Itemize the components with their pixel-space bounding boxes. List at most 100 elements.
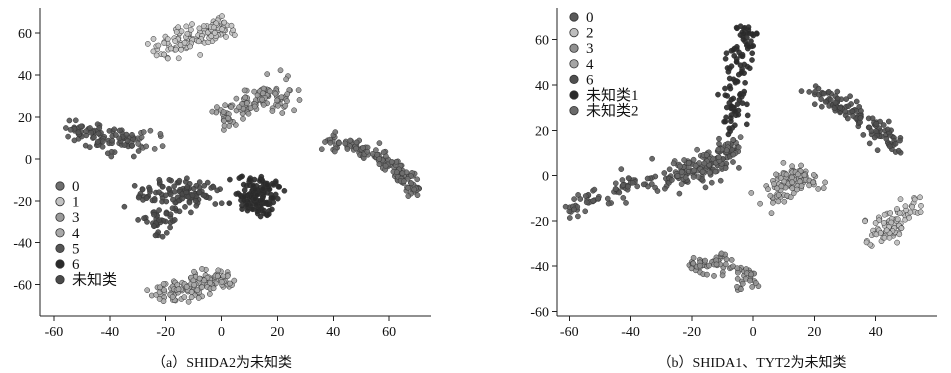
data-point [129, 142, 136, 149]
data-point [282, 102, 289, 109]
legend-label: 0 [72, 179, 80, 195]
legend-label: 3 [72, 210, 80, 226]
data-point [662, 185, 668, 192]
data-point [163, 198, 170, 205]
data-point [737, 91, 743, 98]
data-point [739, 29, 746, 36]
data-point [181, 294, 188, 300]
data-point [704, 271, 710, 278]
x-tick-label: 40 [869, 325, 883, 340]
data-point [264, 71, 271, 77]
data-point [897, 137, 903, 144]
legend-label: 未知类1 [586, 87, 639, 104]
scatter-points-a [63, 13, 423, 305]
data-point [196, 189, 203, 196]
legend-label: 1 [72, 195, 80, 211]
legend-item: 5 [55, 241, 80, 257]
data-point [221, 122, 228, 129]
data-point [411, 186, 418, 193]
data-point [749, 50, 756, 57]
data-point [172, 46, 179, 53]
data-point [274, 195, 281, 202]
data-point [241, 194, 247, 200]
data-point [853, 98, 860, 105]
data-point [872, 220, 879, 226]
legend-label: 6 [72, 257, 80, 273]
data-point [711, 273, 717, 279]
data-point [277, 67, 284, 74]
data-point [249, 206, 256, 213]
data-point [233, 95, 240, 102]
data-point [183, 23, 190, 30]
data-point [123, 131, 130, 138]
data-point [866, 140, 873, 147]
data-point [96, 125, 103, 131]
data-point [172, 38, 179, 44]
data-point [694, 146, 700, 153]
data-point [702, 257, 708, 264]
legend-marker [55, 243, 65, 253]
data-point [888, 219, 895, 226]
data-point [121, 203, 128, 210]
data-point [735, 111, 742, 118]
data-point [730, 151, 737, 158]
data-point [209, 108, 216, 115]
data-point [244, 100, 250, 107]
data-point [156, 207, 162, 213]
data-point [252, 186, 258, 193]
data-point [739, 280, 746, 287]
legend-marker [55, 212, 65, 222]
data-point [275, 102, 281, 109]
data-point [210, 285, 217, 292]
y-tick-label: 60 [18, 27, 32, 42]
legend-item: 6 [55, 257, 80, 273]
data-point [699, 168, 706, 175]
data-point [373, 147, 379, 153]
data-point [788, 174, 795, 181]
legend-item: 4 [569, 57, 594, 73]
data-point [845, 103, 852, 110]
data-point [744, 63, 751, 70]
data-point [227, 176, 233, 183]
data-point [868, 128, 875, 134]
data-point [753, 280, 759, 286]
data-point [723, 256, 730, 263]
data-point [212, 30, 218, 36]
data-point [259, 96, 266, 103]
data-point [678, 169, 685, 175]
data-point [190, 185, 197, 192]
data-point [871, 134, 878, 141]
data-point [191, 282, 197, 288]
data-point [716, 140, 722, 147]
x-tick-label: 20 [807, 325, 821, 340]
data-point [228, 22, 235, 29]
data-point [111, 126, 118, 133]
data-point [218, 200, 225, 207]
data-point [731, 52, 738, 59]
data-point [691, 167, 698, 174]
data-point [896, 210, 903, 216]
legend-marker [569, 27, 579, 38]
data-point [902, 203, 909, 210]
legend-item: 6 [569, 72, 594, 88]
y-tick-label: -40 [13, 237, 32, 252]
data-point [726, 83, 733, 89]
data-point [801, 172, 808, 179]
data-point [188, 289, 195, 295]
data-point [715, 91, 721, 98]
legend-item: 0 [55, 179, 80, 195]
data-point [811, 101, 818, 108]
data-point [780, 159, 787, 166]
data-point [918, 202, 924, 209]
data-point [231, 277, 238, 284]
data-point [156, 217, 163, 223]
data-point [825, 88, 832, 95]
legend-label: 4 [72, 226, 80, 242]
data-point [179, 195, 186, 202]
data-point [730, 136, 736, 143]
data-point [746, 30, 752, 37]
data-point [620, 195, 627, 201]
data-point [236, 104, 242, 111]
caption-b: （b）SHIDA1、TYT2为未知类 [658, 354, 847, 371]
